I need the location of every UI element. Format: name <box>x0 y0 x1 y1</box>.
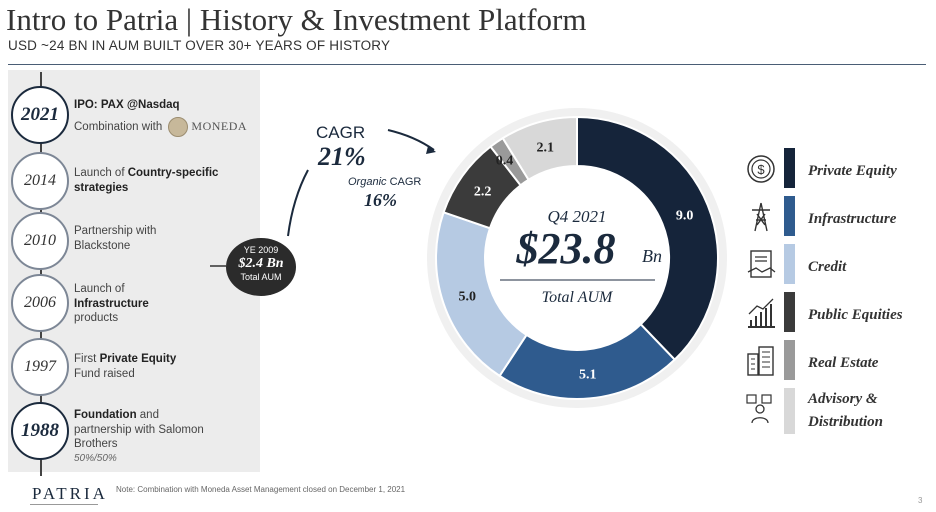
chart-growth-icon <box>748 298 775 328</box>
bubble-label: Total AUM <box>240 272 282 282</box>
timeline-item-2006: 2006 Launch of Infrastructure products <box>0 274 260 334</box>
slice-value-label: 5.1 <box>579 368 597 383</box>
year-circle: 1997 <box>11 338 69 396</box>
timeline-item-2010: 2010 Partnership with Blackstone <box>0 212 260 272</box>
center-unit: Bn <box>642 246 662 266</box>
timeline-text: Launch of Infrastructure products <box>74 283 149 324</box>
timeline-text: Launch of Country-specific strategies <box>74 167 219 194</box>
dollar-cycle-icon: $ <box>747 155 775 183</box>
slice-value-label: 0.4 <box>496 153 514 168</box>
ye2009-bubble: YE 2009 $2.4 Bn Total AUM <box>226 238 296 296</box>
year-circle: 1988 <box>11 402 69 460</box>
combination-text: Combination with <box>74 120 163 133</box>
header-rule <box>8 64 926 65</box>
ipo-text: IPO: PAX @Nasdaq <box>74 99 180 111</box>
legend-infrastructure: Infrastructure <box>744 196 934 238</box>
legend-public-equities: Public Equities <box>744 292 934 334</box>
legend-swatch <box>784 388 795 434</box>
patria-logo: PATRIA <box>32 484 108 503</box>
timeline-item-2014: 2014 Launch of Country-specific strategi… <box>0 152 260 212</box>
cagr-arrow <box>387 129 435 151</box>
moneda-logo-text: MONEDA <box>191 119 248 134</box>
organic-cagr-label: Organic CAGR <box>348 176 422 188</box>
svg-text:$: $ <box>757 162 765 177</box>
organic-cagr-value: 16% <box>364 190 397 210</box>
slice-value-label: 2.2 <box>474 185 492 200</box>
tower-icon <box>752 202 770 232</box>
page-subtitle: USD ~24 BN IN AUM BUILT OVER 30+ YEARS O… <box>8 38 391 53</box>
buildings-icon <box>747 346 774 376</box>
cagr-connector <box>287 169 309 237</box>
cagr-value: 21% <box>318 142 366 171</box>
page-title: Intro to Patria | History & Investment P… <box>6 2 587 37</box>
timeline-text: Foundation and partnership with Salomon … <box>74 409 204 464</box>
footer-note: Note: Combination with Moneda Asset Mana… <box>116 485 406 494</box>
timeline-item-2021: 2021 IPO: PAX @Nasdaq Combination with M… <box>0 86 260 146</box>
bubble-value: $2.4 Bn <box>238 256 284 271</box>
timeline-text: Partnership with Blackstone <box>74 225 157 252</box>
legend-swatch <box>784 148 795 188</box>
year-circle: 2006 <box>11 274 69 332</box>
year-circle: 2014 <box>11 152 69 210</box>
slice-value-label: 9.0 <box>676 209 694 224</box>
arrow-head-icon <box>426 146 436 154</box>
page-number: 3 <box>918 496 923 505</box>
legend-advisory-distribution: Advisory & Distribution <box>744 388 934 438</box>
moneda-logo: MONEDA <box>168 116 248 137</box>
cagr-label: CAGR <box>316 123 366 142</box>
timeline-text: IPO: PAX @Nasdaq Combination with MONEDA <box>74 98 254 137</box>
timeline-item-1988: 1988 Foundation and partnership with Sal… <box>0 402 260 464</box>
legend-real-estate: Real Estate <box>744 340 934 382</box>
legend-private-equity: $ Private Equity <box>744 148 934 190</box>
bubble-year: YE 2009 <box>243 245 279 255</box>
donut-hole <box>485 166 669 350</box>
year-circle: 2010 <box>11 212 69 270</box>
legend-swatch <box>784 340 795 380</box>
slice-value-label: 2.1 <box>537 140 555 155</box>
combination-line: Combination with MONEDA <box>74 116 254 137</box>
center-label: Total AUM <box>542 289 614 306</box>
legend-swatch <box>784 244 795 284</box>
timeline-item-1997: 1997 First Private Equity Fund raised <box>0 338 260 398</box>
advisor-icon <box>746 394 772 424</box>
footer-logo-rule <box>30 504 98 505</box>
slice-value-label: 5.0 <box>459 290 477 305</box>
legend-swatch <box>784 292 795 332</box>
legend-credit: Credit <box>744 244 934 286</box>
center-total: $23.8 <box>516 224 616 273</box>
timeline-text: First Private Equity Fund raised <box>74 353 177 380</box>
handshake-document-icon <box>747 250 776 278</box>
center-period: Q4 2021 <box>547 207 606 226</box>
year-circle: 2021 <box>11 86 69 144</box>
legend-swatch <box>784 196 795 236</box>
moneda-emblem-icon <box>168 116 189 137</box>
